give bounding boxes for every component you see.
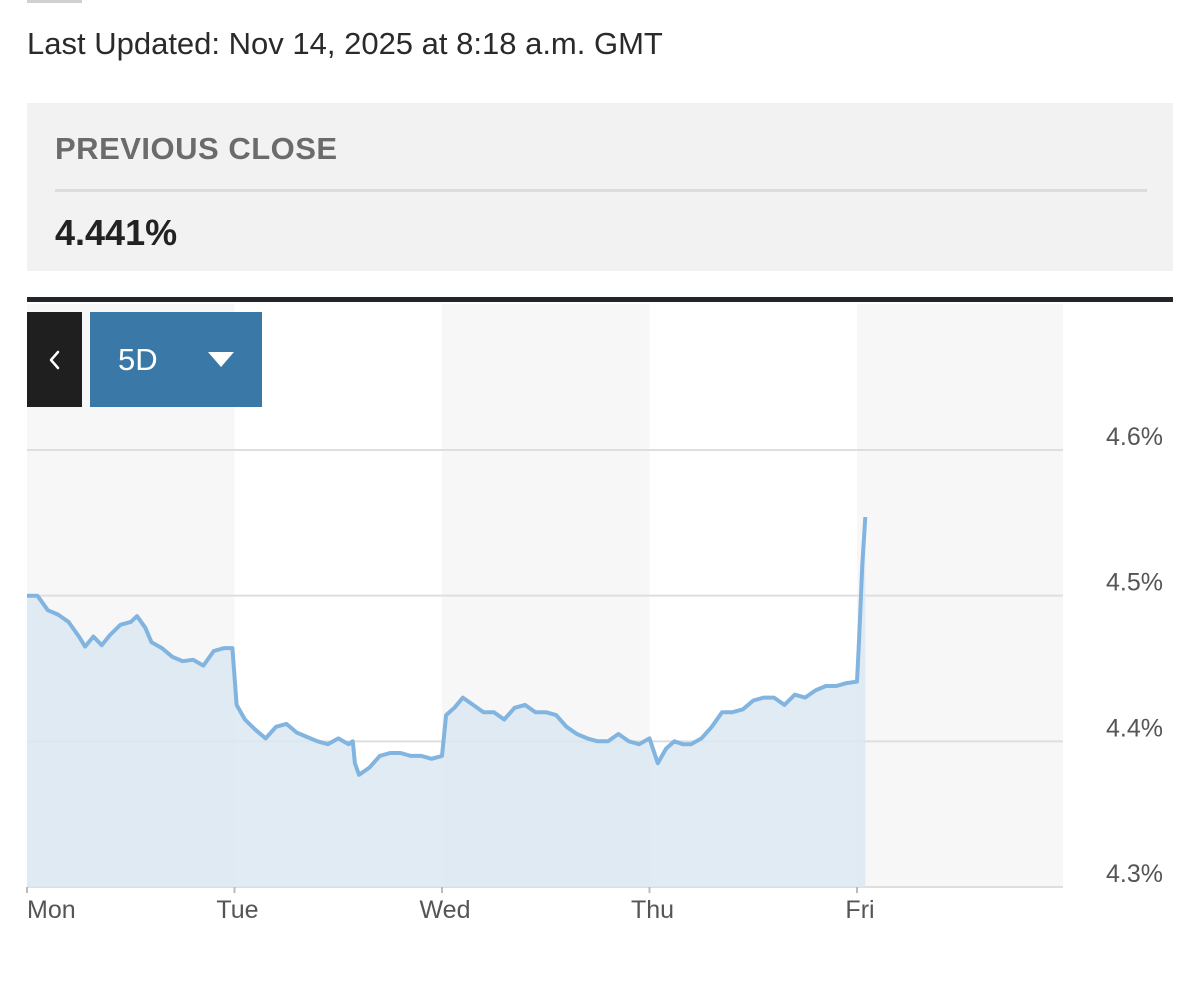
y-tick-label: 4.3%: [1106, 860, 1163, 888]
range-selector-label: 5D: [118, 342, 158, 377]
previous-close-divider: [55, 189, 1147, 192]
x-tick-label: Tue: [216, 896, 258, 924]
chart-series-line: [27, 516, 868, 777]
x-tick-label: Fri: [845, 896, 874, 924]
top-divider: [27, 0, 82, 3]
chart-area-fill: [27, 517, 866, 887]
y-tick-label: 4.5%: [1106, 569, 1163, 597]
x-tick-label: Wed: [420, 896, 471, 924]
x-tick-label: Mon: [27, 896, 76, 924]
previous-close-value: 4.441%: [55, 212, 178, 253]
chevron-left-icon: [49, 350, 59, 369]
y-tick-label: 4.4%: [1106, 714, 1163, 742]
caret-down-icon: [208, 352, 234, 367]
x-tick-label: Thu: [631, 896, 674, 924]
previous-close-label: PREVIOUS CLOSE: [55, 131, 338, 166]
y-tick-label: 4.6%: [1106, 423, 1163, 451]
previous-close-panel: PREVIOUS CLOSE 4.441%: [27, 103, 1173, 271]
range-selector-button[interactable]: 5D: [90, 312, 262, 407]
chart-back-button[interactable]: [27, 312, 82, 407]
last-updated-text: Last Updated: Nov 14, 2025 at 8:18 a.m. …: [27, 26, 663, 61]
chart-top-rule: [27, 297, 1173, 302]
